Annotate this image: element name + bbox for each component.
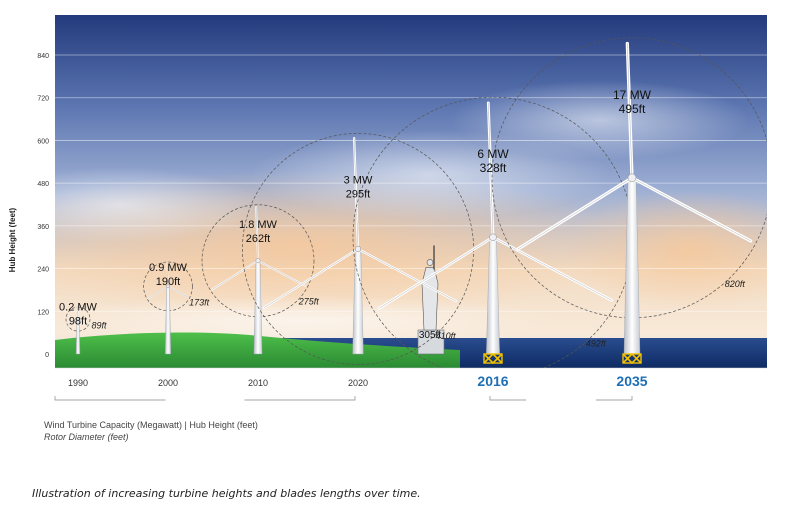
y-tick-label: 480	[37, 181, 49, 188]
year-label: 2016	[477, 373, 508, 389]
turbine-hub	[489, 233, 497, 241]
year-label: 2020	[348, 378, 368, 388]
turbine-blade-edge	[167, 286, 189, 298]
turbine-capacity-label: 17 MW	[613, 88, 652, 102]
turbine-rotor-label: 173ft	[189, 297, 210, 307]
turbine-blade-edge	[255, 206, 259, 261]
offshore-foundation-frame	[622, 353, 642, 364]
turbine-capacity-label: 1.8 MW	[239, 219, 278, 231]
statue-height-label: 305ft	[419, 330, 441, 341]
cloud	[450, 80, 750, 160]
turbine-blade-edge	[378, 237, 494, 309]
turbine-blade-edge	[257, 260, 306, 287]
legend-note-rotor: Rotor Diameter (feet)	[44, 432, 129, 442]
turbine-hub	[627, 173, 637, 183]
rotor-diameter-circle	[143, 261, 193, 312]
figure-caption: Illustration of increasing turbine heigh…	[32, 487, 421, 500]
statue-pedestal	[417, 329, 445, 355]
turbine-blade-edge	[212, 260, 259, 290]
cloud	[55, 167, 260, 243]
statue-head	[426, 259, 434, 266]
turbine-hub	[255, 258, 261, 264]
y-tick-label: 240	[37, 267, 49, 274]
turbine-hub	[354, 245, 362, 253]
turbine-blade-edge	[68, 318, 79, 326]
y-tick-label: 600	[37, 138, 49, 145]
turbine-rotor-label: 275ft	[298, 296, 320, 306]
year-label: 2000	[158, 378, 178, 388]
turbine-capacity-label: 6 MW	[477, 147, 509, 161]
turbine-blade-edge	[77, 318, 89, 325]
turbine-rotor-label: 820ft	[725, 279, 746, 289]
year-label: 2035	[616, 373, 647, 389]
rotor-diameter-circle	[65, 306, 91, 332]
turbine-hub-height-label: 98ft	[69, 316, 87, 328]
y-tick-label: 360	[37, 224, 49, 231]
turbine-blade-edge	[353, 137, 359, 250]
turbine-blade-edge	[627, 43, 633, 179]
y-tick-label: 0	[45, 352, 49, 359]
y-tick-label: 720	[37, 96, 49, 103]
y-tick-label: 840	[37, 53, 49, 60]
year-label: 2010	[248, 378, 268, 388]
turbine-hub	[166, 284, 170, 289]
turbine-blade-edge	[263, 248, 359, 308]
turbine-hub-height-label: 328ft	[480, 161, 507, 175]
offshore-foundation-frame	[483, 353, 503, 364]
turbine-blade-edge	[492, 237, 612, 301]
turbine-2010	[201, 204, 315, 355]
turbine-blade-edge	[517, 177, 633, 250]
turbine-2000	[143, 261, 193, 355]
year-label: 1990	[68, 378, 88, 388]
turbine-capacity-label: 0.2 MW	[59, 302, 98, 314]
turbine-blade-edge	[631, 177, 751, 242]
y-tick-label: 120	[37, 309, 49, 316]
turbine-capacity-label: 3 MW	[344, 174, 373, 186]
turbine-capacity-label: 0.9 MW	[149, 262, 188, 274]
turbine-hub-height-label: 295ft	[346, 188, 370, 200]
turbine-rotor-label: 89ft	[91, 320, 107, 330]
turbine-blade-edge	[147, 286, 169, 299]
turbine-blade-edge	[488, 102, 494, 238]
statue-of-liberty	[417, 245, 445, 355]
turbine-1990	[65, 306, 91, 355]
y-axis-title: Hub Height (feet)	[8, 207, 17, 273]
turbine-rotor-label: 492ft	[586, 338, 607, 348]
turbine-hub-height-label: 190ft	[156, 276, 180, 288]
turbine-rotor-label: 410ft	[436, 331, 457, 341]
group-label-bg	[165, 395, 245, 405]
turbine-blade-edge	[166, 262, 169, 287]
turbine-blade-edge	[357, 248, 457, 302]
turbine-hub-height-label: 262ft	[246, 233, 270, 245]
turbine-hub	[76, 317, 80, 321]
group-label-bg	[526, 395, 596, 405]
sunset-glow	[560, 190, 767, 310]
turbine-hub-height-label: 495ft	[619, 102, 646, 116]
legend-note-capacity: Wind Turbine Capacity (Megawatt) | Hub H…	[44, 420, 258, 430]
turbine-2035	[491, 37, 767, 365]
